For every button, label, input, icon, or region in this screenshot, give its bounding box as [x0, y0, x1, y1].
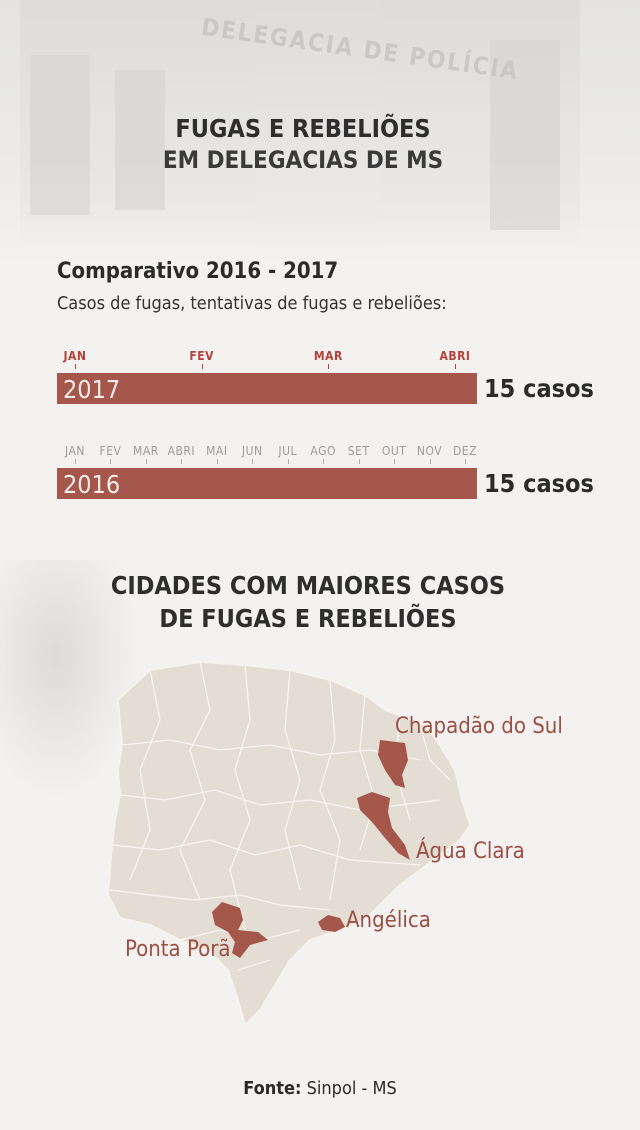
month-tick-2016-jul [287, 459, 289, 464]
month-label-2017-abri: ABRI [439, 349, 471, 363]
background-photo: DELEGACIA DE POLÍCIA [0, 0, 640, 270]
bar-2017: 2017 [57, 373, 477, 404]
month-tick-2016-fev [110, 459, 112, 464]
month-label-2016-dez: DEZ [452, 444, 478, 458]
month-tick-2016-jun [252, 459, 254, 464]
city-label-angelica: Angélica [346, 908, 431, 933]
city-agua-clara [357, 792, 410, 860]
month-label-2016-jul: JUL [278, 444, 298, 458]
source-label: Fonte: [243, 1078, 302, 1099]
month-label-2017-jan: JAN [63, 349, 87, 363]
building-facade [20, 0, 580, 250]
month-tick-2016-mar [145, 459, 147, 464]
month-label-2016-ago: AGO [310, 444, 336, 458]
month-tick-2016-set [358, 459, 360, 464]
bar-label-2017: 2017 [63, 375, 121, 404]
month-tick-2017-jan [75, 364, 76, 369]
bar-2016: 2016 [57, 468, 477, 499]
month-tick-2016-ago [323, 459, 325, 464]
month-tick-2017-abri [455, 364, 456, 369]
cities-title: CIDADES COM MAIORES CASOS DE FUGAS E REB… [0, 569, 616, 635]
month-label-2016-mai: MAI [206, 444, 228, 458]
month-label-2016-nov: NOV [416, 444, 443, 458]
cases-label-2016: 15 casos [484, 469, 594, 498]
source-value: Sinpol - MS [301, 1078, 397, 1099]
month-tick-2016-abri [181, 459, 183, 464]
chart-subtitle: Casos de fugas, tentativas de fugas e re… [57, 293, 447, 314]
month-tick-2017-fev [201, 364, 203, 369]
chart-title: Comparativo 2016 - 2017 [57, 259, 339, 284]
month-tick-2016-dez [465, 459, 466, 464]
city-label-chapadao-do-sul: Chapadão do Sul [395, 714, 563, 739]
month-label-2016-out: OUT [381, 444, 407, 458]
background-figure [0, 560, 140, 800]
city-ponta-pora [212, 902, 268, 958]
cases-label-2017: 15 casos [484, 374, 594, 403]
bar-label-2016: 2016 [63, 470, 121, 499]
city-label-agua-clara: Água Clara [416, 839, 525, 864]
city-chapadao-do-sul [378, 740, 408, 788]
city-label-ponta-pora: Ponta Porã [125, 937, 231, 962]
month-label-2016-mar: MAR [133, 444, 159, 458]
month-tick-2017-mar [328, 364, 330, 369]
month-label-2016-jan: JAN [65, 444, 85, 458]
month-label-2016-set: SET [347, 444, 370, 458]
cities-title-line2: DE FUGAS E REBELIÕES [159, 604, 457, 633]
cities-title-line1: CIDADES COM MAIORES CASOS [110, 571, 506, 600]
month-tick-2016-nov [429, 459, 431, 464]
city-angelica [318, 915, 345, 932]
month-label-2016-abri: ABRI [167, 444, 196, 458]
month-label-2016-jun: JUN [241, 444, 263, 458]
month-label-2016-fev: FEV [99, 444, 122, 458]
state-map [106, 660, 472, 1027]
month-tick-2016-mai [216, 459, 218, 464]
month-label-2017-fev: FEV [189, 349, 214, 363]
page-title: FUGAS E REBELIÕES [175, 114, 431, 143]
month-tick-2016-out [394, 459, 396, 464]
month-label-2017-mar: MAR [313, 349, 343, 363]
page-subtitle: EM DELEGACIAS DE MS [162, 146, 444, 174]
month-tick-2016-jan [75, 459, 76, 464]
source-note: Fonte: Sinpol - MS [0, 1078, 640, 1099]
